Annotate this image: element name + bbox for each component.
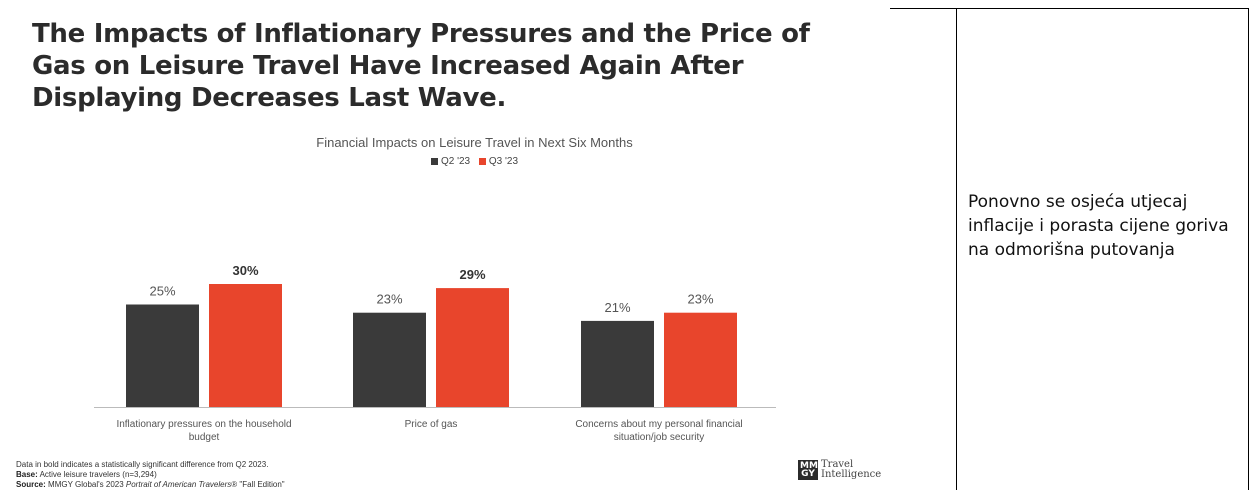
data-label-q2-1: 23%: [376, 292, 402, 307]
footnote-base-label: Base:: [16, 470, 38, 479]
chart-title: Financial Impacts on Leisure Travel in N…: [316, 135, 633, 150]
chart-legend: Q2 '23 Q3 '23: [12, 156, 937, 168]
legend-swatch-q2: [430, 158, 438, 165]
logo-mark-bottom: GY: [801, 469, 815, 479]
footnote-base: Base: Active leisure travelers (n=3,294): [16, 470, 285, 480]
slide-title: The Impacts of Inflationary Pressures an…: [32, 18, 892, 114]
category-label-1: Price of gas: [405, 419, 458, 430]
footnote-source: Source: MMGY Global's 2023 Portrait of A…: [16, 480, 285, 490]
data-label-q3-1: 29%: [459, 267, 485, 282]
category-label-2: situation/job security: [614, 432, 705, 443]
logo-text-intelligence: Intelligence: [821, 469, 882, 480]
bar-q3-0: [209, 284, 282, 407]
data-label-q3-0: 30%: [232, 263, 258, 278]
bar-q2-1: [353, 312, 426, 407]
footnote-source-title: Portrait of American Travelers: [125, 480, 232, 489]
legend-label-q3: Q3 '23: [488, 156, 519, 167]
data-label-q3-2: 23%: [687, 292, 713, 307]
side-note: Ponovno se osjeća utjecaj inflacije i po…: [968, 192, 1229, 260]
bar-q3-1: [436, 288, 509, 407]
footnote-source-edition: ® "Fall Edition": [231, 480, 285, 489]
mmgy-logo-mark: MM GY: [798, 460, 818, 480]
legend-label-q2: Q2 '23: [440, 156, 471, 167]
table-column-divider: [956, 8, 957, 490]
category-label-2: Concerns about my personal financial: [575, 419, 742, 430]
footnote-source-text: MMGY Global's 2023: [48, 480, 126, 489]
slide-title-line: Displaying Decreases Last Wave.: [32, 83, 507, 113]
bar-q3-2: [664, 312, 737, 407]
logo-wordmark: Travel Intelligence: [821, 460, 881, 480]
legend-item-q2: Q2 '23: [430, 156, 471, 167]
category-label-0: budget: [189, 432, 220, 443]
slide-title-line: The Impacts of Inflationary Pressures an…: [32, 19, 810, 49]
mmgy-logo: MM GY Travel Intelligence: [798, 460, 881, 480]
slide-title-line: Gas on Leisure Travel Have Increased Aga…: [32, 51, 744, 81]
data-label-q2-2: 21%: [604, 300, 630, 315]
legend-swatch-q3: [478, 158, 486, 165]
bar-q2-0: [126, 304, 199, 407]
footnotes: Data in bold indicates a statistically s…: [16, 460, 285, 490]
footnote-base-text: Active leisure travelers (n=3,294): [39, 470, 157, 479]
bar-chart: 25% 30% Inflationary pressures on the hous…: [94, 263, 776, 443]
slide-image: The Impacts of Inflationary Pressures an…: [12, 12, 937, 490]
logo-mark-top: MM: [800, 461, 818, 471]
table-top-border: [890, 8, 1249, 9]
footnote-source-label: Source:: [16, 480, 46, 489]
footnote-significance: Data in bold indicates a statistically s…: [16, 460, 269, 469]
bar-q2-2: [581, 320, 654, 407]
legend-item-q3: Q3 '23: [478, 156, 519, 167]
category-label-0: Inflationary pressures on the household: [116, 419, 291, 430]
data-label-q2-0: 25%: [149, 284, 175, 299]
logo-text-travel: Travel: [821, 459, 854, 470]
